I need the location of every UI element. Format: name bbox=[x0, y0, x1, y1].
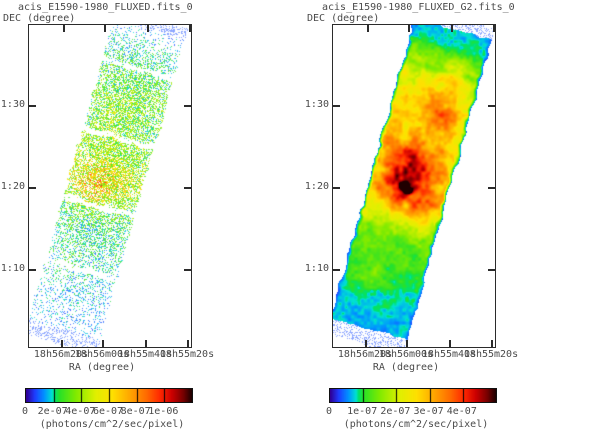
y-tick-mark bbox=[488, 105, 495, 107]
panel-title: acis_E1590-1980_FLUXED_G2.fits_0 bbox=[322, 2, 515, 13]
x-tick-mark bbox=[102, 340, 104, 347]
x-tick-mark bbox=[187, 340, 189, 347]
x-axis-label: RA (degree) bbox=[68, 362, 136, 373]
y-tick-mark bbox=[184, 187, 191, 189]
y-axis-label: DEC (degree) bbox=[3, 13, 76, 24]
x-tick-mark bbox=[367, 25, 369, 32]
right-panel: acis_E1590-1980_FLUXED_G2.fits_0 DEC (de… bbox=[304, 0, 600, 445]
colorbar-tick-label: 2e-07 bbox=[37, 406, 68, 417]
x-tick-mark bbox=[493, 25, 495, 32]
x-tick-mark bbox=[449, 340, 451, 347]
colorbar-unit-label: (photons/cm^2/sec/pixel) bbox=[39, 419, 185, 430]
x-tick-mark bbox=[365, 340, 367, 347]
colorbar-tick-label: 3e-07 bbox=[413, 406, 444, 417]
colorbar bbox=[25, 388, 193, 403]
x-tick-label: 18h55m40s bbox=[117, 349, 173, 360]
y-tick-mark bbox=[488, 187, 495, 189]
y-tick-label: 1:10 bbox=[0, 263, 25, 274]
colorbar-tick-label: 2e-07 bbox=[380, 406, 411, 417]
x-tick-label: 18h56m00s bbox=[378, 349, 434, 360]
y-tick-label: 1:20 bbox=[0, 181, 25, 192]
colorbar bbox=[329, 388, 497, 403]
y-tick-mark bbox=[29, 187, 36, 189]
x-axis-label: RA (degree) bbox=[372, 362, 440, 373]
plot-area bbox=[332, 24, 496, 348]
x-tick-label: 18h56m20s bbox=[33, 349, 89, 360]
x-tick-mark bbox=[61, 340, 63, 347]
colorbar-unit-label: (photons/cm^2/sec/pixel) bbox=[343, 419, 489, 430]
x-tick-mark bbox=[145, 340, 147, 347]
x-tick-mark bbox=[406, 340, 408, 347]
colorbar-tick-label: 1e-06 bbox=[148, 406, 179, 417]
colorbar-tick-label: 0 bbox=[325, 406, 333, 417]
y-tick-mark bbox=[333, 269, 340, 271]
y-axis-label: DEC (degree) bbox=[307, 13, 380, 24]
flux-image bbox=[29, 25, 191, 347]
x-tick-label: 18h56m00s bbox=[74, 349, 130, 360]
colorbar-tick-label: 4e-07 bbox=[65, 406, 96, 417]
x-tick-mark bbox=[104, 25, 106, 32]
x-tick-mark bbox=[451, 25, 453, 32]
x-tick-label: 18h55m20s bbox=[463, 349, 519, 360]
x-tick-mark bbox=[491, 340, 493, 347]
y-tick-mark bbox=[184, 269, 191, 271]
x-tick-mark bbox=[63, 25, 65, 32]
x-tick-mark bbox=[189, 25, 191, 32]
flux-image bbox=[333, 25, 495, 347]
y-tick-mark bbox=[488, 269, 495, 271]
colorbar-tick-label: 8e-07 bbox=[120, 406, 151, 417]
plot-area bbox=[28, 24, 192, 348]
colorbar-tick-label: 1e-07 bbox=[347, 406, 378, 417]
y-tick-mark bbox=[29, 269, 36, 271]
y-tick-label: 1:30 bbox=[0, 99, 25, 110]
y-tick-mark bbox=[184, 105, 191, 107]
y-tick-mark bbox=[333, 187, 340, 189]
x-tick-label: 18h55m40s bbox=[421, 349, 477, 360]
y-tick-label: 1:20 bbox=[304, 181, 329, 192]
y-tick-mark bbox=[29, 105, 36, 107]
y-tick-mark bbox=[333, 105, 340, 107]
x-tick-mark bbox=[147, 25, 149, 32]
x-tick-label: 18h55m20s bbox=[159, 349, 215, 360]
colorbar-tick-label: 4e-07 bbox=[446, 406, 477, 417]
y-tick-label: 1:10 bbox=[304, 263, 329, 274]
x-tick-label: 18h56m20s bbox=[337, 349, 393, 360]
y-tick-label: 1:30 bbox=[304, 99, 329, 110]
x-tick-mark bbox=[408, 25, 410, 32]
left-panel: acis_E1590-1980_FLUXED.fits_0 DEC (degre… bbox=[0, 2, 215, 430]
colorbar-tick-label: 0 bbox=[21, 406, 29, 417]
colorbar-tick-label: 6e-07 bbox=[92, 406, 124, 417]
panel-title: acis_E1590-1980_FLUXED.fits_0 bbox=[18, 2, 193, 13]
